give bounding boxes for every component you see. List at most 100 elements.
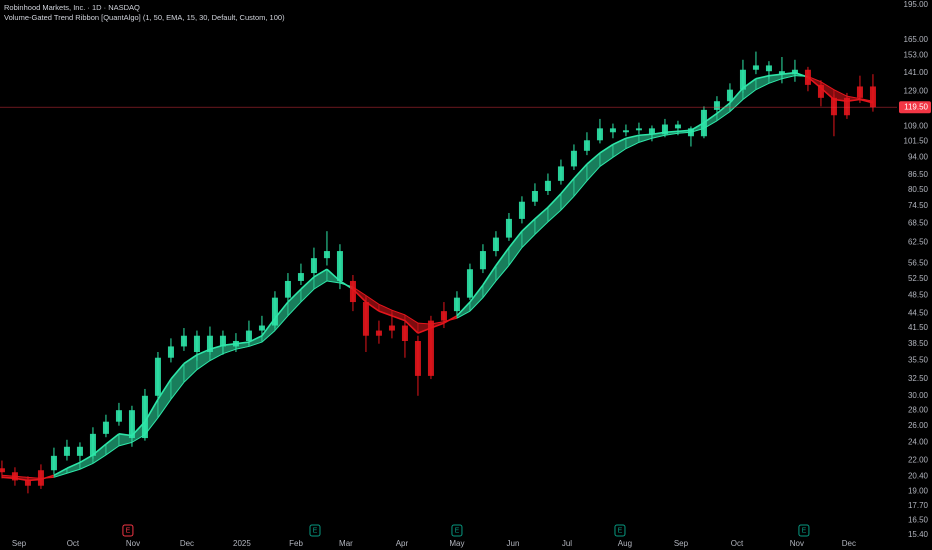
ribbon-fast	[105, 433, 120, 445]
ribbon-slow	[781, 75, 796, 80]
ribbon-fast	[534, 206, 549, 220]
candle-body	[0, 468, 5, 473]
ribbon-slow	[755, 82, 770, 91]
candle-body	[583, 140, 590, 151]
y-tick-label: 41.50	[908, 323, 929, 332]
candle-body	[817, 84, 824, 98]
ribbon-slow	[313, 280, 328, 290]
ribbon-slow	[274, 315, 289, 331]
candle-body	[557, 166, 564, 181]
ribbon-fast	[755, 74, 770, 80]
candle-body	[258, 325, 265, 331]
y-tick-label: 28.00	[908, 405, 929, 414]
ribbon-fast	[625, 134, 640, 140]
candle-body	[661, 124, 668, 135]
candle-body	[440, 311, 447, 321]
ribbon-slow	[638, 137, 653, 143]
candle-body	[427, 320, 434, 376]
candle-body	[778, 71, 785, 75]
candle-body	[336, 251, 343, 281]
y-tick-label: 165.00	[904, 35, 929, 44]
earnings-marker	[309, 524, 321, 537]
ribbon-slow	[651, 134, 666, 139]
candle-body	[219, 335, 226, 347]
candle-body	[791, 69, 798, 75]
y-tick-label: 52.50	[908, 274, 929, 283]
x-tick-label: Oct	[731, 539, 744, 548]
ribbon-slow	[326, 280, 341, 284]
ribbon-slow	[378, 303, 393, 311]
ribbon-fast	[183, 354, 198, 365]
ribbon-slow	[482, 280, 497, 298]
y-tick-label: 141.00	[904, 68, 929, 77]
ribbon-slow	[534, 221, 549, 235]
candle-body	[180, 335, 187, 347]
y-tick-label: 22.00	[908, 456, 929, 465]
ribbon-slow	[469, 297, 484, 312]
candle-body	[89, 433, 96, 456]
ribbon-slow	[105, 445, 120, 456]
x-tick-label: Nov	[790, 539, 804, 548]
ribbon-slow	[209, 353, 224, 362]
ribbon-slow	[79, 462, 94, 470]
ribbon-slow	[846, 95, 861, 100]
candle-body	[596, 128, 603, 141]
ribbon-fast	[638, 133, 653, 137]
y-tick-label: 56.50	[908, 259, 929, 268]
y-tick-label: 80.50	[908, 185, 929, 194]
candle-body	[297, 273, 304, 281]
ribbon-fast	[287, 288, 302, 303]
x-tick-label: Aug	[618, 539, 632, 548]
y-tick-label: 48.50	[908, 291, 929, 300]
ribbon-slow	[157, 399, 172, 419]
candle-body	[271, 297, 278, 326]
candle-body	[531, 191, 538, 202]
candle-body	[687, 128, 694, 137]
ribbon-slow	[625, 141, 640, 150]
ribbon-slow	[391, 309, 406, 316]
earnings-marker	[122, 524, 134, 537]
x-tick-label: Dec	[842, 539, 856, 548]
ribbon-fast	[560, 177, 575, 195]
ribbon-slow	[92, 454, 107, 464]
ribbon-fast	[79, 454, 94, 464]
ribbon-fast	[300, 276, 315, 290]
x-tick-label: 2025	[233, 539, 251, 548]
ribbon-slow	[261, 330, 276, 343]
y-tick-label: 109.00	[904, 122, 929, 131]
ribbon-fast	[391, 315, 406, 322]
ribbon-fast	[495, 247, 510, 266]
candle-body	[453, 297, 460, 312]
x-tick-label: Sep	[12, 539, 27, 548]
candle-body	[726, 89, 733, 102]
ribbon-fast	[469, 284, 484, 303]
y-tick-label: 86.50	[908, 170, 929, 179]
ribbon-slow	[456, 310, 471, 319]
ribbon-slow	[820, 81, 835, 91]
candle-body	[310, 258, 317, 274]
candle-body	[154, 357, 161, 396]
x-tick-label: Feb	[289, 539, 303, 548]
candle-body	[50, 455, 57, 471]
candle-body	[713, 101, 720, 110]
x-tick-label: Sep	[674, 539, 689, 548]
y-tick-label: 32.50	[908, 374, 929, 383]
candle-body	[843, 97, 850, 116]
candle-body	[245, 330, 252, 342]
candle-body	[414, 341, 421, 376]
candle-body	[24, 480, 31, 486]
ribbon-fast	[248, 335, 263, 343]
candle-body	[362, 302, 369, 336]
ribbon-fast	[573, 163, 588, 179]
candle-body	[830, 97, 837, 116]
earnings-label: E	[313, 527, 318, 534]
candle-body	[375, 330, 382, 336]
y-tick-label: 15.40	[908, 530, 929, 539]
candle-body	[700, 109, 707, 137]
ribbon-slow	[404, 314, 419, 324]
earnings-marker	[798, 524, 810, 537]
ribbon-slow	[300, 288, 315, 303]
